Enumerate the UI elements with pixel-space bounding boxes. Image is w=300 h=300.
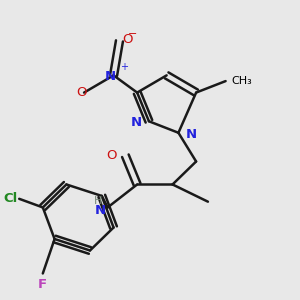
Text: O: O <box>76 86 86 99</box>
Text: F: F <box>38 278 47 291</box>
Text: O: O <box>122 33 133 46</box>
Text: O: O <box>106 149 116 162</box>
Text: CH₃: CH₃ <box>232 76 252 86</box>
Text: N: N <box>186 128 197 141</box>
Text: −: − <box>128 29 137 39</box>
Text: N: N <box>130 116 142 129</box>
Text: +: + <box>120 62 128 72</box>
Text: H: H <box>93 196 102 206</box>
Text: N: N <box>105 70 116 83</box>
Text: Cl: Cl <box>4 192 18 205</box>
Text: N: N <box>95 204 106 217</box>
